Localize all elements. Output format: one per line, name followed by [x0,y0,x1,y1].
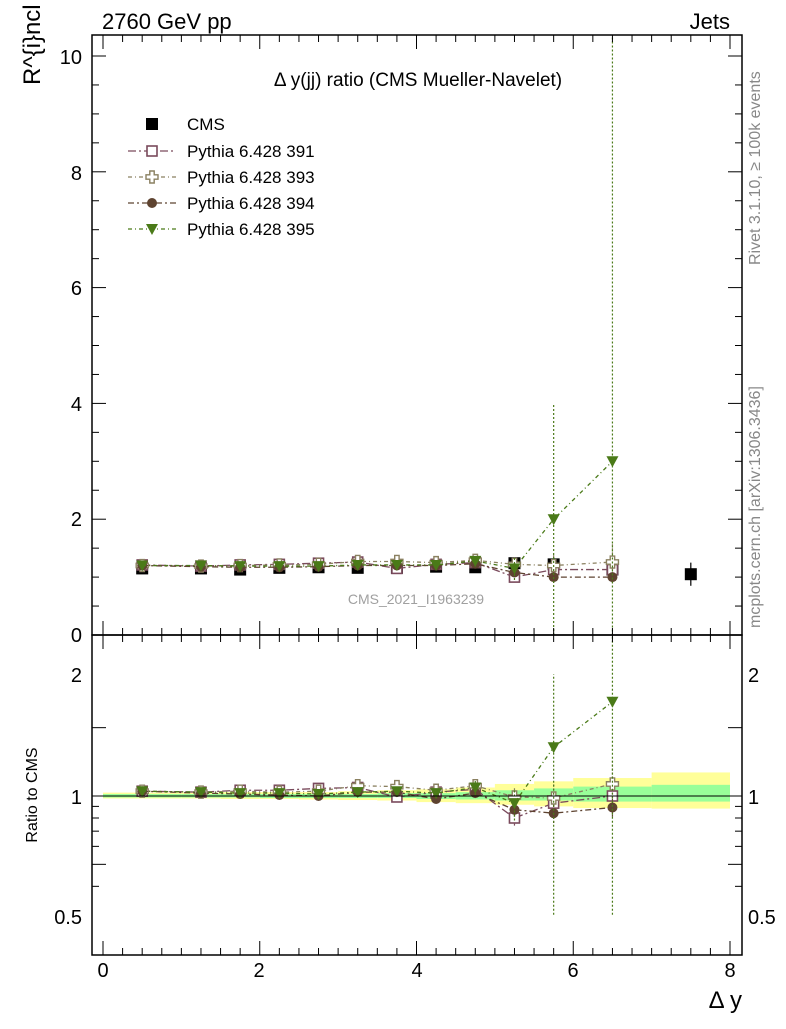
main-series-group [135,35,697,635]
legend-label: Pythia 6.428 391 [187,142,315,161]
data-point-pythia-6-428-395 [312,561,325,573]
watermark: CMS_2021_I1963239 [348,591,484,607]
data-point-pythia-6-428-395 [547,514,560,526]
legend-marker [147,198,157,208]
ratio-point-pythia-6-428-393 [605,777,620,791]
ratio-y-tick-label-right: 0.5 [748,907,776,929]
data-point-pythia-6-428-395 [390,559,403,571]
ratio-point-pythia-6-428-395 [136,786,149,798]
side-text-rivet: Rivet 3.1.10, ≥ 100k events [747,71,764,265]
data-point-pythia-6-428-395 [469,555,482,567]
data-point-pythia-6-428-395 [136,560,149,572]
x-tick-label: 4 [411,960,422,982]
main-y-tick-label: 2 [71,509,82,531]
legend-label: Pythia 6.428 394 [187,194,315,213]
x-axis-label: Δ y [709,987,742,1014]
legend-label: Pythia 6.428 393 [187,168,315,187]
main-y-tick-label: 0 [71,625,82,647]
x-tick-label: 8 [724,960,735,982]
header-right: Jets [690,9,730,34]
data-point-pythia-6-428-395 [606,456,619,468]
legend-marker [146,224,158,235]
legend: CMS Pythia 6.428 391 Pythia 6.428 393 Py… [128,115,315,239]
ratio-y-tick-label: 0.5 [54,907,82,929]
ratio-y-tick-label: 2 [71,665,82,687]
ratio-point-pythia-6-428-395 [273,788,286,800]
main-y-tick-label: 4 [71,394,82,416]
x-tick-label: 2 [253,960,264,982]
x-tick-label: 6 [567,960,578,982]
ratio-line-pythia-6-428-394 [142,790,613,814]
ratio-y-tick-label-right: 1 [748,787,759,809]
ratio-point-pythia-6-428-395 [547,742,560,754]
legend-label: CMS [187,115,225,134]
data-point-pythia-6-428-394 [607,572,618,583]
ratio-point-pythia-6-428-394 [607,802,618,813]
x-tick-label: 0 [97,960,108,982]
ratio-point-pythia-6-428-395 [508,798,521,810]
data-point-pythia-6-428-395 [194,560,207,572]
ratio-point-pythia-6-428-395 [390,786,403,798]
data-point-pythia-6-428-395 [351,559,364,571]
data-point-pythia-6-428-395 [430,559,443,571]
main-y-tick-label: 10 [60,47,82,69]
data-point-pythia-6-428-395 [273,561,286,573]
ratio-point-pythia-6-428-395 [469,782,482,794]
main-y-tick-label: 6 [71,278,82,300]
data-point-pythia-6-428-395 [234,561,247,573]
y-axis-label: R^{i}ncl [19,4,46,85]
ratio-line-pythia-6-428-395 [142,701,613,804]
ratio-y-axis-label: Ratio to CMS [24,747,41,842]
main-y-tick-label: 8 [71,163,82,185]
ratio-y-tick-label: 1 [71,787,82,809]
header-left: 2760 GeV pp [102,9,232,34]
data-point-pythia-6-428-395 [508,563,521,575]
data-point-cms [684,568,697,581]
axis-ticks [92,35,742,955]
ratio-series-group [135,635,620,915]
side-text-mcplots: mcplots.cern.ch [arXiv:1306.3436] [747,386,764,628]
ratio-point-pythia-6-428-395 [351,787,364,799]
legend-label: Pythia 6.428 395 [187,220,315,239]
plot-title: Δ y(jj) ratio (CMS Mueller-Navelet) [274,70,562,91]
legend-marker [146,118,158,130]
ratio-y-tick-label-right: 2 [748,665,759,687]
series-line-pythia-6-428-391 [142,561,613,578]
series-line-pythia-6-428-394 [142,563,613,578]
ratio-point-pythia-6-428-395 [234,788,247,800]
ratio-point-pythia-6-428-395 [194,787,207,799]
legend-marker [145,170,159,184]
ratio-point-pythia-6-428-395 [606,696,619,708]
ratio-point-pythia-6-428-394 [509,804,520,815]
series-line-pythia-6-428-395 [142,460,613,570]
legend-marker [146,145,158,157]
uncertainty-band-green [651,784,730,802]
ratio-point-pythia-6-428-395 [430,788,443,800]
ratio-point-pythia-6-428-395 [312,789,325,801]
